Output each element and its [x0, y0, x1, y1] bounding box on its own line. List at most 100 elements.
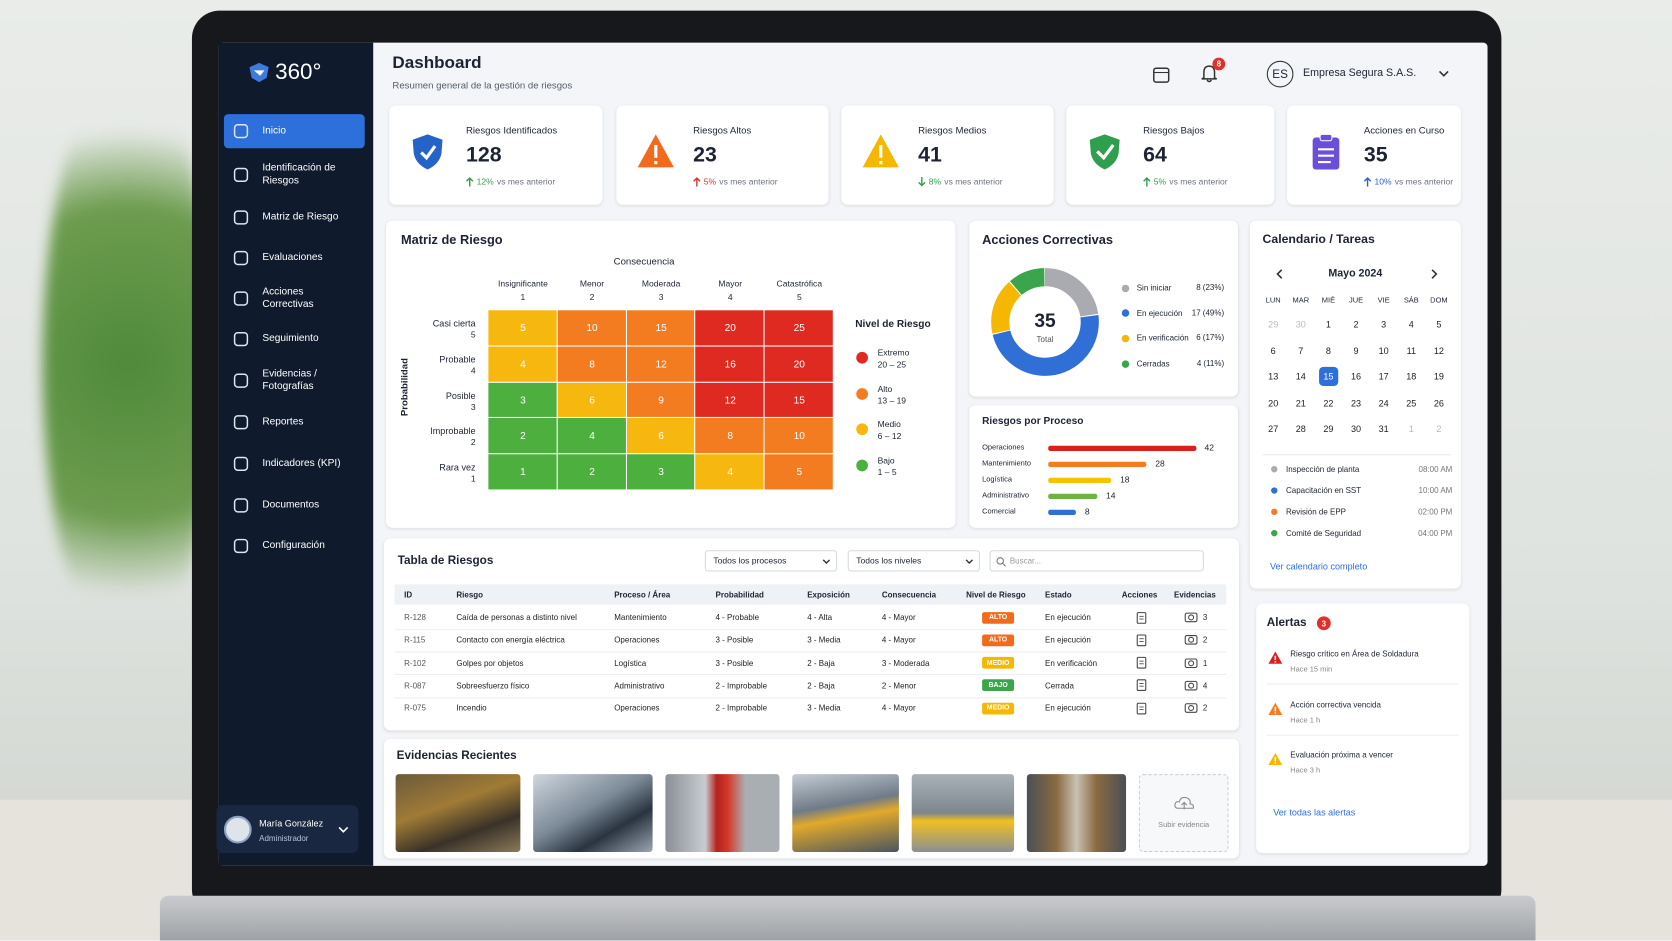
calendar-day[interactable]: 8	[1325, 344, 1331, 356]
calendar-day[interactable]: 10	[1378, 344, 1389, 356]
table-cell: Operaciones	[614, 635, 660, 645]
calendar-day[interactable]: 20	[1268, 397, 1279, 408]
evidence-photo[interactable]	[533, 774, 653, 852]
alert-text: Acción correctiva vencida	[1290, 699, 1381, 710]
calendar-day[interactable]: 31	[1378, 423, 1389, 434]
menu-icon	[233, 498, 249, 513]
action-icon[interactable]	[1136, 679, 1147, 692]
matrix-cell-value: 5	[796, 466, 803, 479]
calendar-day[interactable]: 16	[1350, 371, 1362, 382]
menu-item[interactable]: Evaluaciones	[262, 251, 323, 264]
table-cell: Contacto con energía eléctrica	[456, 635, 565, 645]
menu-item[interactable]: Indicadores (KPI)	[262, 457, 341, 470]
calendar-day[interactable]: 11	[1406, 344, 1416, 356]
segment-value-row: 4 (11%)	[1197, 358, 1224, 369]
menu-item[interactable]: Matriz de Riesgo	[262, 211, 339, 223]
kpi-note: vs mes anterior	[1394, 177, 1454, 187]
action-icon[interactable]	[1136, 702, 1147, 715]
calendar-day[interactable]: 19	[1433, 371, 1444, 382]
calendar-day[interactable]: 24	[1378, 397, 1389, 408]
menu-item[interactable]: Configuración	[262, 539, 325, 552]
task-dot	[1271, 508, 1278, 516]
filter-select[interactable]	[847, 550, 980, 572]
task-time: 02:00 PM	[1418, 507, 1453, 517]
calendar-day[interactable]: 25	[1406, 397, 1417, 408]
calendar-day[interactable]: 1	[1408, 423, 1414, 434]
process-name: Operaciones	[982, 444, 1025, 452]
upload-box[interactable]	[1138, 774, 1229, 852]
alert-divider	[1266, 734, 1459, 736]
calendar-day[interactable]: 23	[1350, 397, 1362, 408]
menu-icon	[233, 210, 249, 225]
action-icon[interactable]	[1136, 656, 1147, 669]
task-dot	[1271, 465, 1278, 473]
calendar-day[interactable]: 30	[1295, 318, 1306, 330]
legend-dot	[1121, 309, 1130, 317]
level-text: BAJO	[988, 681, 1008, 690]
filter-label[interactable]: Todos los procesos	[713, 556, 787, 566]
kpi-value: 23	[693, 143, 717, 167]
calendar-day[interactable]: 12	[1433, 344, 1444, 356]
prev-month[interactable]	[1276, 269, 1283, 280]
menu-item[interactable]: Evidencias / Fotografías	[262, 367, 317, 393]
calendar-day[interactable]: 5	[1436, 318, 1442, 330]
menu-item[interactable]: Reportes	[262, 415, 304, 428]
calendar-day[interactable]: 18	[1406, 371, 1417, 382]
calendar-day[interactable]: 26	[1433, 397, 1444, 408]
filter-select[interactable]	[704, 550, 838, 572]
menu-item[interactable]: Documentos	[262, 499, 320, 511]
menu-icon	[233, 456, 249, 471]
table-cell: En ejecución	[1045, 703, 1091, 714]
card-title: Tabla de Riesgos	[397, 554, 494, 568]
calendar-day[interactable]: 6	[1270, 344, 1276, 356]
calendar-day[interactable]: 21	[1295, 397, 1306, 408]
calendar-day[interactable]: 28	[1295, 423, 1306, 434]
calendar-day[interactable]: 22	[1323, 397, 1334, 408]
evidence-photo[interactable]	[665, 774, 780, 852]
calendar-day[interactable]: 27	[1268, 423, 1279, 434]
table-header	[394, 584, 1227, 605]
evidence-photo[interactable]	[1026, 774, 1127, 852]
evidence-photo[interactable]	[792, 774, 899, 852]
calendar-day[interactable]: 13	[1268, 371, 1279, 382]
calendar-day[interactable]: 1	[1325, 318, 1331, 330]
alerts-link[interactable]: Ver todas las alertas	[1273, 807, 1356, 818]
alert-text: Evaluación próxima a vencer	[1290, 750, 1393, 760]
calendar-day[interactable]: 2	[1353, 318, 1359, 330]
alerts-badge	[1316, 616, 1331, 631]
action-icon[interactable]	[1136, 611, 1147, 624]
task-time: 10:00 AM	[1418, 485, 1453, 496]
calendar-day[interactable]: 17	[1378, 371, 1389, 382]
menu-item[interactable]: Inicio	[262, 124, 286, 137]
calendar-day[interactable]: 4	[1408, 318, 1414, 330]
calendar-day[interactable]: 2	[1436, 423, 1442, 434]
table-cell: Administrativo	[614, 680, 665, 691]
calendar-day[interactable]: 29	[1268, 318, 1279, 330]
evidence-photo[interactable]	[911, 774, 1015, 852]
menu-item[interactable]: Acciones Correctivas	[262, 285, 314, 311]
bell-icon[interactable]	[1201, 64, 1218, 83]
table-cell: 3 - Media	[807, 703, 841, 714]
process-bar	[1048, 477, 1112, 483]
filter-label[interactable]: Todos los niveles	[856, 556, 922, 566]
calendar-day[interactable]: 14	[1295, 371, 1306, 382]
menu-item[interactable]: Identificación de Riesgos	[262, 162, 336, 187]
menu-item[interactable]: Seguimiento	[262, 332, 319, 345]
calendar-day[interactable]: 9	[1353, 344, 1359, 356]
calendar-day[interactable]: 30	[1350, 423, 1362, 434]
next-month[interactable]	[1431, 269, 1438, 280]
action-icon[interactable]	[1136, 634, 1147, 646]
matrix-cell	[695, 346, 764, 382]
search-box[interactable]	[989, 550, 1204, 572]
process-value: 8	[1084, 507, 1090, 517]
calendar-day[interactable]: 3	[1381, 318, 1387, 330]
calendar-day[interactable]: 7	[1298, 344, 1304, 356]
calendar-day[interactable]: 29	[1323, 423, 1334, 434]
table-cell: R-075	[404, 703, 426, 714]
calendar-link[interactable]: Ver calendario completo	[1269, 560, 1368, 572]
evidence-photo[interactable]	[395, 774, 521, 852]
calendar-day[interactable]: 15	[1323, 371, 1334, 382]
company-name: Empresa Segura S.A.S.	[1303, 67, 1417, 80]
company-chevron[interactable]	[1438, 70, 1449, 77]
matrix-cell-value: 8	[589, 358, 595, 371]
